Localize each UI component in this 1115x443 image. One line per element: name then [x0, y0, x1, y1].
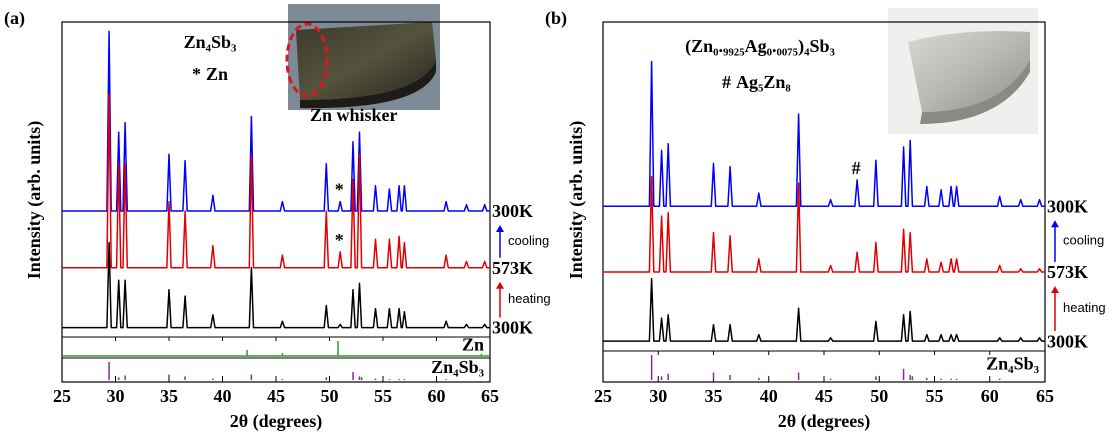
x-tick-label: 30	[649, 386, 667, 406]
x-tick-label: 50	[870, 386, 888, 406]
legend-symbol: *	[192, 64, 201, 84]
arrow-head	[1051, 286, 1059, 293]
peak-marker: *	[335, 180, 344, 200]
legend-label: Zn	[206, 64, 228, 84]
photo-b	[888, 8, 1038, 134]
x-axis-label: 2θ (degrees)	[778, 411, 871, 432]
x-tick-label: 35	[705, 386, 723, 406]
x-tick-label: 65	[481, 386, 499, 406]
series-label: 300K	[492, 318, 533, 338]
y-axis-label: Intensity (arb. units)	[566, 121, 587, 280]
reference-label: Zn	[462, 335, 484, 355]
arrow-head	[496, 225, 504, 232]
reference-label: Zn₄Sb₃	[986, 354, 1039, 374]
x-tick-label: 45	[815, 386, 833, 406]
x-tick-label: 40	[760, 386, 778, 406]
peak-marker: *	[335, 230, 344, 250]
arrow-head	[1051, 220, 1059, 227]
x-tick-label: 55	[374, 386, 392, 406]
pattern-line	[603, 279, 1045, 342]
peak-marker: #	[852, 158, 861, 178]
legend-label: Ag₅Zn₈	[736, 72, 791, 92]
x-tick-label: 30	[107, 386, 125, 406]
pattern-line	[62, 243, 490, 328]
series-label: 300K	[1047, 331, 1088, 351]
series-label: 300K	[1047, 196, 1088, 216]
chart-title: Zn₄Sb₃	[184, 32, 237, 52]
chart-title: (Zn₀.₉₉₂₅Ag₀.₀₀₇₅)₄Sb₃	[685, 36, 835, 57]
x-tick-label: 40	[214, 386, 232, 406]
arrow-label: heating	[508, 291, 551, 306]
arrow-label: cooling	[508, 233, 549, 248]
x-tick-label: 25	[53, 386, 71, 406]
x-tick-label: 55	[926, 386, 944, 406]
arrow-label: cooling	[1063, 233, 1104, 248]
x-axis-label: 2θ (degrees)	[230, 411, 323, 432]
x-tick-label: 60	[428, 386, 446, 406]
photo-a	[287, 4, 440, 110]
x-tick-label: 60	[981, 386, 999, 406]
reference-label: Zn₄Sb₃	[431, 357, 484, 377]
arrow-head	[496, 282, 504, 289]
panel-label: (a)	[4, 8, 25, 29]
panel-label: (b)	[545, 8, 567, 29]
legend-symbol: #	[722, 72, 731, 92]
arrow-label: heating	[1063, 300, 1106, 315]
figure: 25 30 35 40 45 50 55 60 65 2θ (degrees) Intensity …	[0, 0, 1115, 443]
pattern-line	[62, 94, 490, 267]
series-label: 573K	[1047, 262, 1088, 282]
x-tick-label: 25	[594, 386, 612, 406]
x-tick-label: 45	[267, 386, 285, 406]
series-label: 573K	[492, 258, 533, 278]
x-tick-label: 65	[1036, 386, 1054, 406]
series-label: 300K	[492, 201, 533, 221]
photo-caption: Zn whisker	[310, 105, 398, 125]
x-tick-label: 35	[160, 386, 178, 406]
x-tick-label: 50	[321, 386, 339, 406]
y-axis-label: Intensity (arb. units)	[24, 121, 45, 280]
